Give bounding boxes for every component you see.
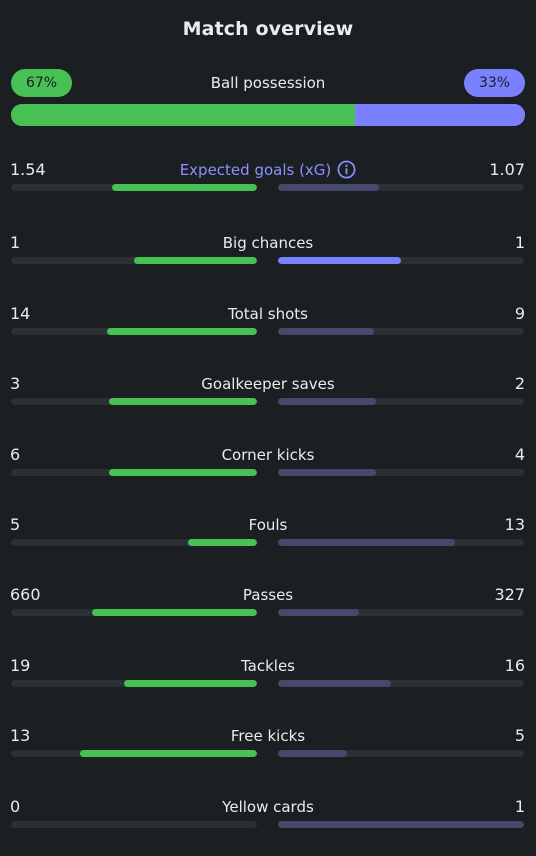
stat-name: Fouls	[0, 515, 536, 535]
stat-name: Total shots	[0, 304, 536, 324]
home-stat-bar	[92, 609, 257, 616]
stat-row: 0 Yellow cards 1	[0, 797, 536, 847]
stat-name: Big chances	[0, 233, 536, 253]
stat-name[interactable]: Expected goals (xG)	[0, 160, 536, 180]
possession-bar	[11, 104, 525, 126]
stat-name: Free kicks	[0, 726, 536, 746]
possession-bar-away-fill	[355, 104, 525, 126]
away-stat-track	[278, 257, 524, 264]
away-stat-value: 16	[504, 656, 525, 675]
home-stat-value: 5	[10, 515, 21, 534]
home-stat-value: 6	[10, 445, 21, 464]
stat-row: 6 Corner kicks 4	[0, 445, 536, 495]
home-stat-value: 660	[10, 585, 41, 604]
away-possession-badge: 33%	[464, 69, 525, 97]
stat-name-label: Corner kicks	[221, 446, 315, 464]
away-stat-bar	[278, 821, 524, 828]
home-stat-bar	[111, 184, 257, 191]
stat-name-label: Expected goals (xG)	[179, 161, 332, 179]
away-stat-bar	[278, 750, 347, 757]
home-stat-track	[11, 680, 257, 687]
info-circle-icon[interactable]	[337, 160, 356, 179]
home-stat-track	[11, 184, 257, 191]
stat-name-label: Free kicks	[230, 727, 306, 745]
away-stat-track	[278, 821, 524, 828]
home-stat-bar	[79, 750, 257, 757]
home-stat-value: 1.54	[10, 160, 46, 179]
away-stat-value: 2	[514, 374, 525, 393]
stat-row: 13 Free kicks 5	[0, 726, 536, 776]
home-stat-bar	[109, 398, 257, 405]
away-stat-value: 4	[514, 445, 525, 464]
home-stat-value: 13	[10, 726, 31, 745]
stat-name-label: Passes	[242, 586, 294, 604]
possession-bar-home-fill	[11, 104, 356, 126]
home-possession-badge: 67%	[11, 69, 72, 97]
away-stat-bar	[278, 257, 401, 264]
away-stat-track	[278, 750, 524, 757]
away-stat-bar	[278, 609, 360, 616]
away-stat-value: 9	[514, 304, 525, 323]
home-stat-bar	[188, 539, 257, 546]
away-stat-value: 1	[514, 797, 525, 816]
away-stat-bar	[278, 184, 379, 191]
home-stat-track	[11, 469, 257, 476]
stat-name-label: Big chances	[222, 234, 314, 252]
home-stat-track	[11, 609, 257, 616]
page-title: Match overview	[182, 18, 354, 40]
home-stat-bar	[124, 680, 257, 687]
home-stat-track	[11, 750, 257, 757]
stat-row: 5 Fouls 13	[0, 515, 536, 565]
away-stat-track	[278, 469, 524, 476]
away-stat-bar	[278, 328, 374, 335]
away-stat-track	[278, 539, 524, 546]
away-stat-value: 327	[494, 585, 525, 604]
stat-name: Tackles	[0, 656, 536, 676]
away-stat-value: 5	[514, 726, 525, 745]
home-stat-value: 19	[10, 656, 31, 675]
home-stat-track	[11, 398, 257, 405]
away-stat-value: 13	[504, 515, 525, 534]
home-stat-value: 1	[10, 233, 21, 252]
home-stat-track	[11, 539, 257, 546]
home-stat-bar	[106, 328, 257, 335]
home-stat-track	[11, 328, 257, 335]
stat-row: 3 Goalkeeper saves 2	[0, 374, 536, 424]
away-stat-bar	[278, 680, 392, 687]
home-stat-track	[11, 257, 257, 264]
stat-name: Corner kicks	[0, 445, 536, 465]
stat-name: Passes	[0, 585, 536, 605]
home-stat-value: 14	[10, 304, 31, 323]
stat-row: 14 Total shots 9	[0, 304, 536, 354]
away-stat-value: 1	[514, 233, 525, 252]
stat-name: Goalkeeper saves	[0, 374, 536, 394]
stat-name: Yellow cards	[0, 797, 536, 817]
home-stat-track	[11, 821, 257, 828]
stat-name-label: Tackles	[240, 657, 296, 675]
away-stat-track	[278, 328, 524, 335]
stat-row: 1 Big chances 1	[0, 233, 536, 283]
stat-name-label: Total shots	[228, 305, 308, 323]
stat-row: 1.54 Expected goals (xG) 1.07	[0, 160, 536, 210]
home-stat-bar	[134, 257, 257, 264]
possession-label: Ball possession	[210, 74, 326, 92]
stat-name-label: Yellow cards	[222, 798, 314, 816]
home-stat-value: 3	[10, 374, 21, 393]
stat-row: 660 Passes 327	[0, 585, 536, 635]
away-stat-track	[278, 184, 524, 191]
stat-name-label: Fouls	[248, 516, 288, 534]
away-stat-bar	[278, 469, 377, 476]
away-stat-track	[278, 609, 524, 616]
away-stat-track	[278, 398, 524, 405]
stat-name-label: Goalkeeper saves	[201, 375, 335, 393]
away-stat-track	[278, 680, 524, 687]
away-stat-value: 1.07	[489, 160, 525, 179]
home-stat-value: 0	[10, 797, 21, 816]
away-stat-bar	[278, 539, 456, 546]
home-stat-bar	[109, 469, 257, 476]
away-stat-bar	[278, 398, 377, 405]
stat-row: 19 Tackles 16	[0, 656, 536, 706]
